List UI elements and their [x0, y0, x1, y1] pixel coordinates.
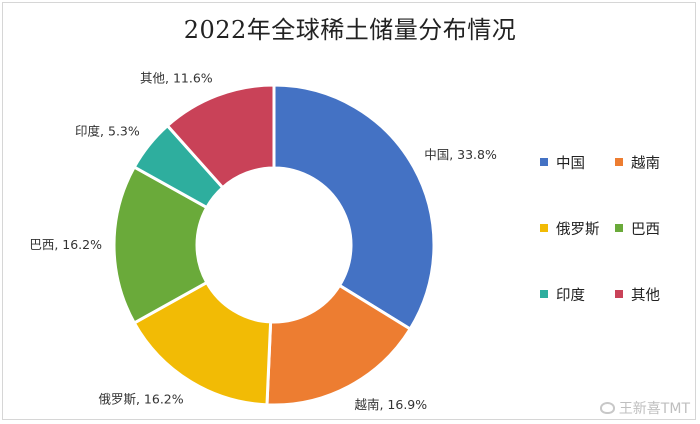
- legend-swatch: [615, 158, 623, 166]
- legend-label: 越南: [631, 155, 660, 172]
- legend-item-russia: 俄罗斯: [540, 218, 615, 239]
- slice-china: [272, 83, 436, 332]
- chart-legend: 中国 越南 俄罗斯 巴西 印度 其他: [540, 150, 690, 348]
- legend-label: 巴西: [631, 221, 660, 238]
- legend-swatch: [540, 224, 548, 232]
- chart-title: 2022年全球稀土储量分布情况: [183, 16, 517, 44]
- slice-brazil: [112, 164, 209, 326]
- watermark-text: 王新喜TMT: [618, 401, 690, 417]
- legend-label: 俄罗斯: [556, 221, 600, 238]
- legend-item-india: 印度: [540, 284, 615, 305]
- watermark: 王新喜TMT: [599, 398, 690, 418]
- slice-other: [165, 83, 276, 190]
- slice-label-russia: 俄罗斯, 16.2%: [98, 391, 183, 406]
- legend-swatch: [540, 290, 548, 298]
- slice-label-brazil: 巴西, 16.2%: [29, 237, 102, 252]
- legend-swatch: [540, 158, 548, 166]
- legend-item-other: 其他: [615, 284, 690, 305]
- legend-row: 印度 其他: [540, 282, 690, 306]
- legend-item-brazil: 巴西: [615, 218, 690, 239]
- legend-label: 印度: [556, 287, 585, 304]
- slice-vietnam: [265, 283, 413, 407]
- legend-row: 中国 越南: [540, 150, 690, 174]
- legend-item-china: 中国: [540, 152, 615, 173]
- legend-swatch: [615, 290, 623, 298]
- legend-label: 中国: [556, 155, 585, 172]
- slice-russia: [132, 280, 273, 407]
- weibo-icon: [599, 402, 615, 414]
- legend-swatch: [615, 224, 623, 232]
- slice-label-india: 印度, 5.3%: [75, 123, 140, 138]
- chart-frame: [2, 2, 696, 420]
- slice-label-other: 其他, 11.6%: [140, 70, 213, 85]
- legend-row: 俄罗斯 巴西: [540, 216, 690, 240]
- legend-label: 其他: [631, 287, 660, 304]
- slice-label-china: 中国, 33.8%: [424, 147, 497, 162]
- slice-label-vietnam: 越南, 16.9%: [354, 397, 427, 412]
- legend-item-vietnam: 越南: [615, 152, 690, 173]
